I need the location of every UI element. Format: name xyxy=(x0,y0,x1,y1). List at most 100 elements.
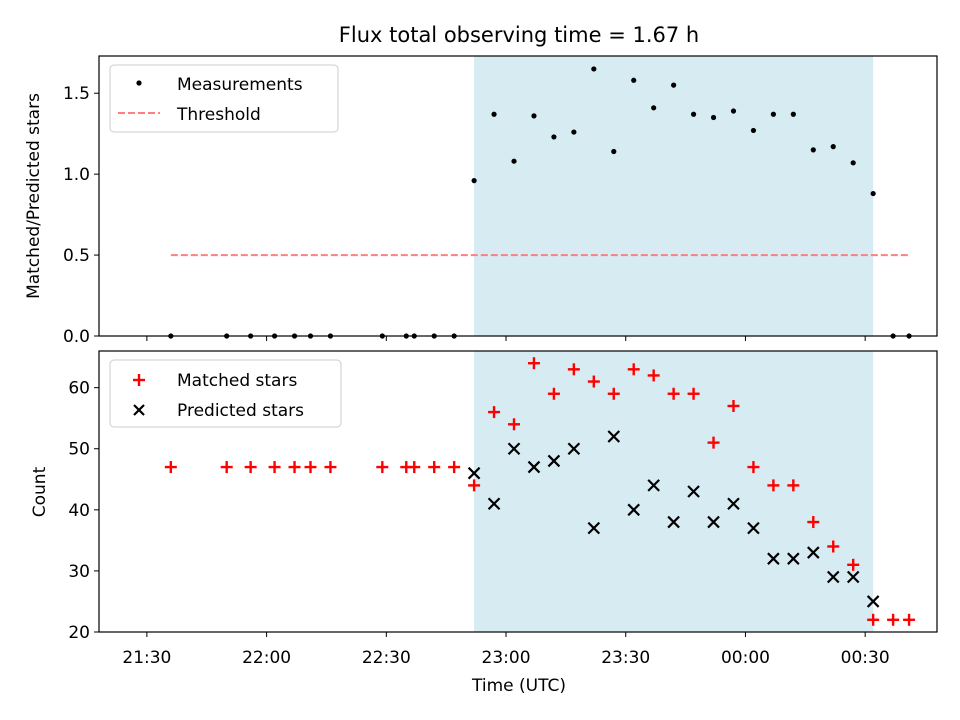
legend-predicted-label: Predicted stars xyxy=(177,401,304,421)
legend-matched-label: Matched stars xyxy=(177,371,297,391)
predicted-stars-point xyxy=(767,552,780,565)
measurement-point xyxy=(850,160,856,166)
measurement-point xyxy=(750,127,757,134)
legend-threshold-label: Threshold xyxy=(176,105,261,125)
measurement-point xyxy=(710,114,717,121)
matched-stars-point xyxy=(324,461,337,474)
measurement-point xyxy=(491,111,497,117)
measurement-point xyxy=(830,144,836,150)
y-tick-label: 1.5 xyxy=(63,84,90,104)
matched-stars-point xyxy=(887,613,900,626)
predicted-stars-point xyxy=(866,595,880,608)
measurement-point xyxy=(471,178,477,184)
matched-stars-point xyxy=(587,375,600,388)
measurement-point xyxy=(571,129,577,135)
matched-stars-point xyxy=(428,461,441,474)
matched-stars-point xyxy=(747,461,760,474)
ratio-points xyxy=(168,66,912,339)
y-tick-label: 20 xyxy=(68,623,90,643)
x-tick-label: 21:30 xyxy=(122,648,171,668)
predicted-stars-point xyxy=(527,460,541,474)
matched-stars-point xyxy=(376,461,389,474)
time-x-axis: 21:30 22:00 22:30 23:00 23:30 00:00 00:30 xyxy=(122,632,890,668)
predicted-stars-point xyxy=(687,485,700,498)
predicted-stars-point xyxy=(787,552,800,565)
y-tick-label: 0.0 xyxy=(63,327,90,347)
matched-stars-point xyxy=(787,479,800,492)
measurement-point xyxy=(511,158,517,164)
count-panel-frame xyxy=(98,350,938,633)
matched-stars-point xyxy=(448,461,461,474)
matched-stars-point xyxy=(527,357,540,370)
matched-stars-point xyxy=(687,387,700,400)
predicted-stars-point xyxy=(667,515,680,529)
matched-stars-point xyxy=(220,461,233,474)
y-tick-label: 60 xyxy=(68,379,90,399)
ratio-x-axis xyxy=(146,336,866,341)
predicted-stars-point xyxy=(826,570,840,584)
legend-measurements-label: Measurements xyxy=(177,75,303,95)
predicted-stars-point xyxy=(467,466,481,480)
matched-stars-point xyxy=(508,418,521,431)
matched-stars-point xyxy=(667,387,680,400)
measurement-point xyxy=(690,111,697,117)
count-legend: Matched stars Predicted stars xyxy=(109,359,342,428)
matched-stars-point xyxy=(847,558,860,571)
predicted-stars-point xyxy=(627,503,641,517)
measurement-point xyxy=(730,108,737,114)
matched-stars-point xyxy=(408,461,421,474)
predicted-stars-point xyxy=(846,570,860,584)
predicted-stars-point xyxy=(707,515,720,529)
predicted-stars-point xyxy=(487,497,501,510)
measurement-point xyxy=(591,66,597,72)
legend-matched-marker xyxy=(133,374,145,386)
legend-predicted-marker xyxy=(133,404,145,416)
predicted-stars-point xyxy=(807,546,820,559)
matched-stars-point xyxy=(488,406,501,419)
matched-stars-point xyxy=(607,387,620,400)
time-x-axis-title: Time (UTC) xyxy=(471,676,566,696)
x-tick-label: 22:00 xyxy=(242,648,291,668)
ratio-panel-frame xyxy=(98,55,938,337)
measurement-point xyxy=(531,113,537,119)
predicted-stars-point xyxy=(547,454,561,468)
x-tick-label: 23:30 xyxy=(601,648,650,668)
matched-stars-point xyxy=(468,479,481,492)
matched-stars-point xyxy=(164,461,177,474)
matched-stars-point xyxy=(767,479,780,492)
matched-stars-point xyxy=(827,540,840,553)
measurement-point xyxy=(611,148,617,155)
measurement-point xyxy=(810,147,816,153)
predicted-stars-point xyxy=(567,442,581,456)
legend-measurements-marker xyxy=(136,80,142,86)
measurement-point xyxy=(551,134,557,140)
matched-stars-point xyxy=(288,461,301,474)
x-tick-label: 22:30 xyxy=(362,648,411,668)
x-tick-label: 00:30 xyxy=(841,648,890,668)
matched-stars-point xyxy=(304,461,317,474)
matched-stars-point xyxy=(647,369,660,382)
matched-stars-point xyxy=(707,436,720,449)
predicted-stars-point xyxy=(607,430,621,443)
y-tick-label: 30 xyxy=(68,562,90,582)
measurement-point xyxy=(870,190,876,197)
count-panel: 20 30 40 50 60 21:30 22:00 22:30 23:00 23:30 00:0… xyxy=(30,350,938,696)
measurement-point xyxy=(651,105,657,111)
count-y-axis-title: Count xyxy=(30,466,50,517)
matched-stars-point xyxy=(268,461,281,474)
matched-stars-point xyxy=(807,516,820,529)
matched-stars-point xyxy=(727,399,740,412)
observing-window-shade xyxy=(474,56,874,336)
ratio-panel: 0.0 0.5 1.0 1.5 Matched/Predicted stars Mea… xyxy=(24,55,938,347)
y-tick-label: 1.0 xyxy=(63,165,90,185)
matched-stars-point xyxy=(567,363,580,376)
predicted-stars-point xyxy=(747,521,760,535)
ratio-legend-box xyxy=(109,64,339,133)
measurement-point xyxy=(790,111,796,117)
count-legend-box xyxy=(109,359,342,428)
predicted-stars-point xyxy=(507,442,521,456)
ratio-y-axis: 0.0 0.5 1.0 1.5 xyxy=(63,84,99,347)
ratio-y-axis-title: Matched/Predicted stars xyxy=(24,93,44,299)
x-tick-label: 00:00 xyxy=(721,648,770,668)
